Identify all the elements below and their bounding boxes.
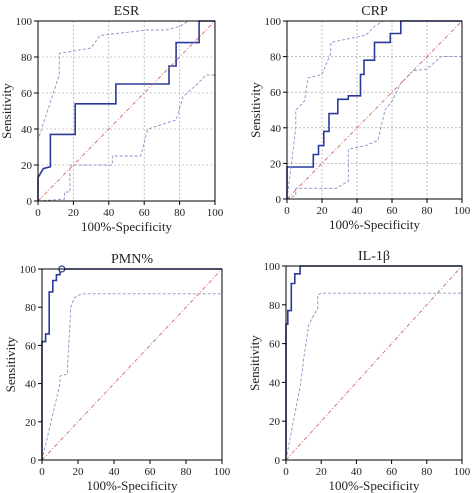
x-tick-label: 60 [145, 466, 157, 478]
x-tick-label: 0 [284, 205, 290, 217]
reference-diagonal [286, 20, 463, 200]
y-axis-label: Sensitivity [0, 83, 14, 139]
roc-curve [285, 265, 462, 460]
x-axis-label: 100%-Specificity [329, 217, 420, 232]
plot-frame [37, 20, 216, 202]
y-tick-label: 40 [25, 379, 37, 391]
x-tick-label: 100 [214, 466, 231, 478]
y-tick-label: 0 [276, 194, 282, 206]
confidence-band-lower [37, 74, 215, 202]
x-tick-label: 100 [207, 207, 224, 219]
plot-frame [41, 268, 223, 461]
x-tick-label: 0 [39, 466, 45, 478]
y-tick-label: 40 [269, 377, 281, 389]
x-tick-label: 0 [283, 466, 289, 478]
chart-title: IL-1β [358, 249, 390, 264]
chart-panel: 0 20 40 60 80 100 0 20 40 60 80 100 IL-1β 100%-Specif… [247, 249, 471, 493]
y-tick-label: 60 [270, 87, 282, 99]
x-tick-label: 20 [68, 207, 80, 219]
x-axis-label: 100%-Specificity [329, 478, 420, 493]
confidence-band-lower [285, 292, 462, 461]
x-tick-label: 0 [35, 207, 41, 219]
confidence-band-lower [286, 56, 462, 200]
roc-curve [286, 20, 462, 199]
chart-title: PMN% [111, 252, 153, 267]
reference-diagonal [37, 20, 216, 202]
x-tick-label: 80 [174, 207, 186, 219]
x-tick-label: 60 [139, 207, 151, 219]
roc-curve [41, 268, 222, 460]
y-tick-label: 0 [31, 455, 37, 467]
x-tick-label: 40 [352, 205, 364, 217]
x-tick-label: 80 [181, 466, 193, 478]
x-tick-label: 60 [387, 205, 399, 217]
x-tick-label: 20 [73, 466, 85, 478]
chart-title: CRP [361, 4, 388, 19]
y-tick-label: 100 [16, 16, 33, 28]
y-axis-label: Sensitivity [248, 82, 263, 138]
y-tick-label: 20 [270, 158, 282, 170]
x-tick-label: 40 [351, 466, 363, 478]
y-tick-label: 20 [269, 416, 281, 428]
reference-diagonal [285, 265, 463, 461]
confidence-band-lower [41, 293, 222, 461]
y-axis-label: Sensitivity [247, 335, 262, 391]
y-tick-label: 40 [270, 123, 282, 135]
roc-curve [37, 20, 215, 201]
y-tick-label: 80 [270, 52, 282, 64]
plot-frame [286, 20, 463, 200]
y-tick-label: 60 [21, 88, 33, 100]
x-tick-label: 40 [103, 207, 115, 219]
reference-diagonal [41, 268, 223, 461]
x-tick-label: 80 [421, 466, 433, 478]
x-tick-label: 100 [454, 205, 471, 217]
y-tick-label: 20 [21, 160, 33, 172]
chart-panel: 0 20 40 60 80 100 0 20 40 60 80 100 ESR 100%-Specific… [0, 4, 224, 234]
y-tick-label: 80 [269, 300, 281, 312]
chart-panel: 0 20 40 60 80 100 0 20 40 60 80 100 PMN% 100%-Specifi… [3, 252, 231, 493]
y-tick-label: 100 [20, 264, 37, 276]
y-tick-label: 40 [21, 124, 33, 136]
y-tick-label: 20 [25, 417, 37, 429]
y-tick-label: 80 [21, 52, 33, 64]
y-tick-label: 0 [275, 455, 281, 467]
y-tick-label: 0 [27, 196, 33, 208]
x-tick-label: 20 [316, 466, 328, 478]
confidence-band-upper [37, 20, 215, 201]
y-tick-label: 80 [25, 302, 37, 314]
x-tick-label: 80 [422, 205, 434, 217]
y-tick-label: 100 [264, 261, 281, 273]
x-tick-label: 40 [109, 466, 121, 478]
x-axis-label: 100%-Specificity [87, 478, 178, 493]
y-tick-label: 100 [265, 16, 282, 28]
plot-frame [285, 265, 463, 461]
y-tick-label: 60 [269, 339, 281, 351]
chart-title: ESR [114, 4, 140, 19]
x-tick-label: 20 [317, 205, 329, 217]
y-tick-label: 60 [25, 340, 37, 352]
x-axis-label: 100%-Specificity [81, 219, 172, 234]
x-tick-label: 60 [386, 466, 398, 478]
x-tick-label: 100 [454, 466, 471, 478]
chart-panel: 0 20 40 60 80 100 0 20 40 60 80 100 CRP 100%-Specific… [248, 4, 471, 232]
y-axis-label: Sensitivity [3, 336, 18, 392]
